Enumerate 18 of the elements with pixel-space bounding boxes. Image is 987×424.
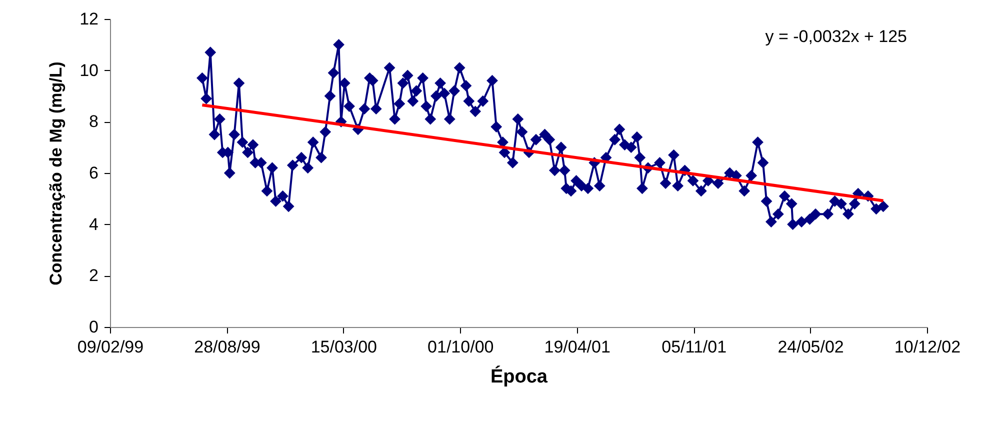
x-tick-label: 05/11/01: [662, 338, 727, 356]
y-axis-title: Concentração de Mg (mg/L): [46, 62, 66, 286]
x-tick-label: 01/10/00: [428, 338, 494, 356]
y-tick-label: 12: [80, 10, 98, 28]
x-tick-label: 28/08/99: [194, 338, 260, 356]
y-tick-label: 8: [89, 112, 98, 132]
y-tick-label: 2: [89, 266, 98, 286]
x-axis-title: Época: [490, 366, 548, 388]
y-tick-label: 10: [80, 60, 98, 80]
y-tick-label: 0: [89, 318, 98, 336]
annotation: y = -0,0032x + 125: [765, 27, 907, 46]
x-tick-label: 09/02/99: [77, 338, 144, 356]
y-tick-label: 4: [89, 214, 98, 234]
x-tick-label: 10/12/02: [894, 338, 961, 356]
x-tick-label: 24/05/02: [778, 338, 844, 356]
y-tick-label: 6: [89, 164, 98, 182]
x-tick-label: 19/04/01: [544, 338, 610, 356]
x-tick-label: 15/03/00: [310, 338, 378, 356]
